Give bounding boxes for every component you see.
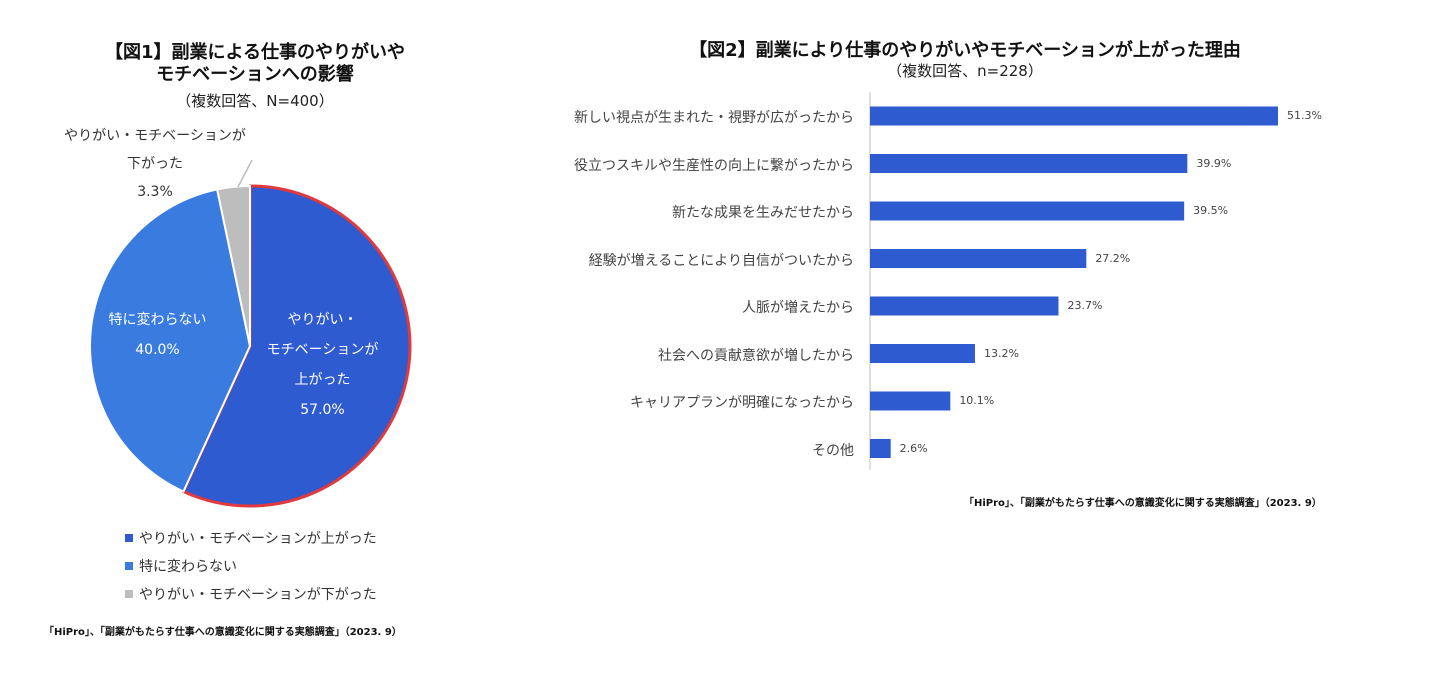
pie-label-up-line3: 上がった bbox=[294, 372, 351, 388]
pie-legend: やりがい・モチベーションが上がった 特に変わらない やりがい・モチベーションが下… bbox=[125, 524, 377, 608]
bar-value-label: 10.1% bbox=[959, 394, 995, 407]
pie-leader-line bbox=[237, 159, 253, 188]
pie-chart-title-line2: モチベーションへの影響 bbox=[156, 64, 354, 85]
bar-chart-subtitle: （複数回答、n=228） bbox=[887, 62, 1043, 80]
pie-chart-title-line1: 【図1】副業による仕事のやりがいや bbox=[105, 42, 405, 63]
bar-value-label: 51.3% bbox=[1287, 109, 1322, 122]
legend-item-down: やりがい・モチベーションが下がった bbox=[125, 580, 377, 608]
bar-chart-title: 【図2】副業により仕事のやりがいやモチベーションが上がった理由 bbox=[689, 40, 1241, 61]
pie-label-same-text: 特に変わらない bbox=[108, 312, 207, 328]
pie-label-up-line2: モチベーションが bbox=[266, 342, 379, 358]
bar-category-label: 経験が増えることにより自信がついたから bbox=[588, 252, 854, 269]
legend-label-down: やりがい・モチベーションが下がった bbox=[139, 587, 377, 603]
bar-5 bbox=[870, 344, 975, 363]
bar-value-label: 2.6% bbox=[899, 441, 928, 455]
legend-swatch-down bbox=[125, 590, 133, 598]
legend-item-same: 特に変わらない bbox=[125, 552, 377, 580]
pie-label-down-line2: 下がった bbox=[127, 156, 183, 172]
pie-label-down-value: 3.3% bbox=[137, 184, 173, 200]
pie-label-down: やりがい・モチベーションが 下がった 3.3% bbox=[40, 122, 270, 206]
bar-category-label: 人脈が増えたから bbox=[742, 300, 854, 316]
bar-value-label: 39.5% bbox=[1193, 204, 1229, 217]
pie-chart-subtitle: （複数回答、N=400） bbox=[176, 92, 334, 110]
pie-slice-up-highlight bbox=[181, 184, 412, 508]
pie-label-up-value: 57.0% bbox=[300, 402, 345, 418]
bar-2 bbox=[870, 201, 1185, 221]
pie-slice-down bbox=[215, 184, 251, 347]
bar-category-label: その他 bbox=[812, 442, 854, 459]
bar-category-label: 新しい視点が生まれた・視野が広がったから bbox=[574, 110, 854, 126]
pie-label-same: 特に変わらない 40.0% bbox=[90, 305, 225, 365]
bar-category-label: 社会への貢献意欲が増したから bbox=[658, 347, 854, 364]
bar-category-label: 役立つスキルや生産性の向上に繋がったから bbox=[574, 157, 854, 174]
bar-4 bbox=[870, 296, 1059, 316]
pie-label-down-line1: やりがい・モチベーションが bbox=[64, 128, 246, 144]
bar-value-label: 27.2% bbox=[1095, 251, 1131, 265]
bar-1 bbox=[870, 154, 1188, 173]
bar-category-label: 新たな成果を生みだせたから bbox=[672, 205, 854, 221]
bar-source: 「HiPro」、「副業がもたらす仕事への意識変化に関する実態調査」（2023. … bbox=[964, 498, 1322, 509]
pie-chart bbox=[89, 159, 412, 508]
legend-label-same: 特に変わらない bbox=[139, 559, 237, 575]
bar-value-label: 23.7% bbox=[1067, 299, 1103, 312]
legend-swatch-same bbox=[125, 562, 133, 570]
pie-label-up: やりがい・ モチベーションが 上がった 57.0% bbox=[250, 305, 395, 425]
pie-label-same-value: 40.0% bbox=[135, 342, 180, 358]
legend-swatch-up bbox=[125, 534, 133, 542]
legend-item-up: やりがい・モチベーションが上がった bbox=[125, 524, 377, 552]
bar-value-label: 39.9% bbox=[1196, 156, 1232, 170]
bar-3 bbox=[870, 249, 1087, 268]
bar-6 bbox=[870, 391, 951, 411]
bar-category-label: キャリアプランが明確になったから bbox=[630, 395, 854, 411]
pie-label-up-line1: やりがい・ bbox=[287, 312, 358, 328]
bar-7 bbox=[870, 439, 891, 458]
legend-label-up: やりがい・モチベーションが上がった bbox=[139, 531, 377, 547]
bar-value-label: 13.2% bbox=[983, 346, 1019, 360]
pie-source: 「HiPro」、「副業がもたらす仕事への意識変化に関する実態調査」（2023. … bbox=[44, 627, 402, 638]
pie-slice-same bbox=[89, 188, 252, 493]
pie-chart-title: 【図1】副業による仕事のやりがいや モチベーションへの影響 bbox=[60, 42, 450, 86]
bar-0 bbox=[870, 106, 1278, 126]
